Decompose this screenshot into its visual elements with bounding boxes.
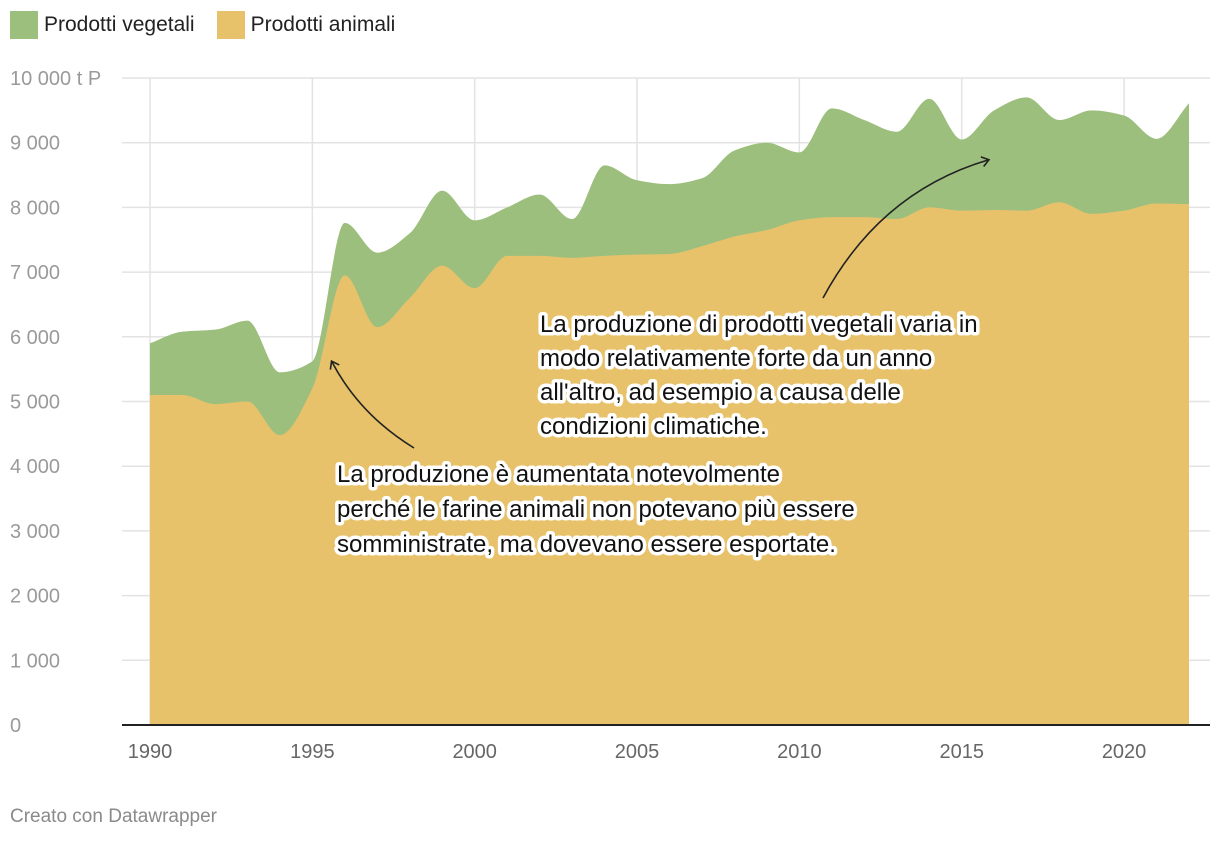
x-tick-label: 2015 <box>939 741 984 763</box>
areas <box>150 97 1189 725</box>
annotation-arrow-vegetal <box>822 156 991 299</box>
y-tick-label: 5 000 <box>10 392 60 414</box>
x-tick-label: 2000 <box>452 741 497 763</box>
annotation-arrow-bse <box>329 359 415 449</box>
y-tick-label: 7 000 <box>10 262 60 284</box>
y-tick-label: 8 000 <box>10 197 60 219</box>
annotation-bse: La produzione è aumentata notevolmente p… <box>337 461 861 558</box>
annotations: La produzione di prodotti vegetali varia… <box>329 156 991 562</box>
annotation-vegetal-line: La produzione di prodotti vegetali varia… <box>540 311 978 338</box>
y-tick-label: 6 000 <box>10 327 60 349</box>
legend-item-vegetal[interactable]: Prodotti vegetali <box>10 11 195 39</box>
x-tick-label: 2020 <box>1102 741 1147 763</box>
x-tick-label: 1995 <box>290 741 335 763</box>
legend-item-animal[interactable]: Prodotti animali <box>216 11 396 39</box>
annotation-vegetal: La produzione di prodotti vegetali varia… <box>540 311 984 440</box>
x-tick-label: 2005 <box>615 741 660 763</box>
y-tick-label: 1 000 <box>10 650 60 672</box>
legend-label-animal: Prodotti animali <box>250 13 396 36</box>
legend: Prodotti vegetali Prodotti animali <box>10 11 395 39</box>
x-tick-label: 1990 <box>128 741 173 763</box>
annotation-bse-line: somministrate, ma dovevano essere esport… <box>337 531 836 558</box>
annotation-bse-line: La produzione è aumentata notevolmente <box>337 461 780 488</box>
annotation-vegetal-line: all'altro, ad esempio a causa delle <box>540 379 901 406</box>
credit-text[interactable]: Creato con Datawrapper <box>10 806 217 827</box>
annotation-bse-line: perché le farine animali non potevano pi… <box>337 496 855 523</box>
y-tick-label: 3 000 <box>10 521 60 543</box>
axes: 0 1 000 2 000 3 000 4 000 5 000 6 000 7 000 8 00… <box>10 68 1210 763</box>
annotation-vegetal-line: modo relativamente forte da un anno <box>540 345 932 372</box>
legend-swatch-vegetal <box>10 11 38 39</box>
x-tick-label: 2010 <box>777 741 822 763</box>
y-tick-label: 4 000 <box>10 456 60 478</box>
area-series-animal <box>150 202 1189 725</box>
y-tick-label: 10 000 t P <box>10 68 101 90</box>
legend-label-vegetal: Prodotti vegetali <box>44 13 195 36</box>
legend-swatch-animal <box>216 11 245 39</box>
y-tick-label: 0 <box>10 715 21 737</box>
y-tick-label: 9 000 <box>10 133 60 155</box>
annotation-vegetal-line: condizioni climatiche. <box>540 413 767 440</box>
y-tick-label: 2 000 <box>10 586 60 608</box>
